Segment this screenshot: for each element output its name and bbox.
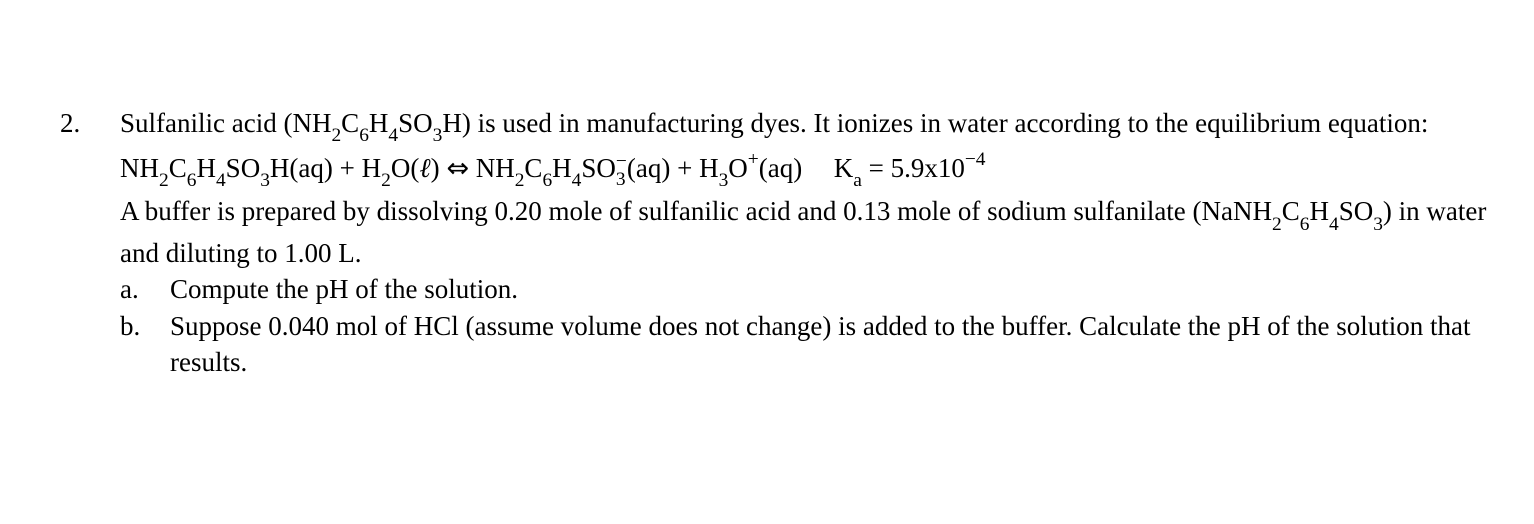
eq-sub: 6 — [542, 170, 552, 191]
sub-3: 3 — [433, 125, 443, 146]
eq-equals: = — [869, 153, 884, 183]
eq-rhs2-sup: + — [748, 149, 759, 170]
eq-lhs1a: NH — [120, 153, 159, 183]
eq-ka-sym: K — [834, 153, 854, 183]
part-b: b. Suppose 0.040 mol of HCl (assume volu… — [120, 308, 1504, 381]
eq-plus-2: + — [677, 153, 692, 183]
sub-4: 4 — [1329, 214, 1339, 235]
eq-sub: 2 — [515, 170, 525, 191]
eq-double-arrow: ⇔ — [446, 153, 469, 184]
eq-plus: + — [340, 153, 355, 183]
eq-sub: 2 — [381, 170, 391, 191]
buffer-seg-d: SO — [1339, 196, 1374, 226]
equilibrium-equation: NH2C6H4SO3H(aq) + H2O(ℓ) ⇔ NH2C6H4SO−3(a… — [120, 149, 1504, 192]
eq-lhs1d: SO — [226, 153, 261, 183]
eq-sub: 6 — [187, 170, 197, 191]
eq-ka-sub: a — [853, 170, 862, 191]
eq-rhs1c: H — [552, 153, 572, 183]
buffer-seg-c: H — [1309, 196, 1329, 226]
part-a-label: a. — [120, 271, 170, 307]
problem-2: 2. Sulfanilic acid (NH2C6H4SO3H) is used… — [0, 0, 1534, 381]
eq-lhs2c: ) — [431, 153, 440, 183]
eq-sub: 4 — [572, 170, 582, 191]
eq-rhs1-supsub: −3 — [616, 153, 627, 190]
eq-sub: 4 — [216, 170, 226, 191]
buffer-text: A buffer is prepared by dissolving 0.20 … — [120, 193, 1504, 271]
sub-2: 2 — [1272, 214, 1282, 235]
eq-rhs2a: H — [699, 153, 719, 183]
eq-lhs1e: H(aq) — [270, 153, 333, 183]
eq-rhs1-sub: 3 — [616, 171, 627, 189]
sub-2: 2 — [331, 125, 341, 146]
eq-rhs2b: O — [728, 153, 748, 183]
eq-sub: 3 — [260, 170, 270, 191]
sub-parts: a. Compute the pH of the solution. b. Su… — [120, 271, 1504, 380]
sub-6: 6 — [1300, 214, 1310, 235]
eq-rhs2c: (aq) — [759, 153, 802, 183]
problem-body: Sulfanilic acid (NH2C6H4SO3H) is used in… — [120, 105, 1504, 381]
part-a-text: Compute the pH of the solution. — [170, 271, 1504, 307]
intro-seg-d: SO — [398, 108, 433, 138]
intro-seg-a: Sulfanilic acid (NH — [120, 108, 331, 138]
intro-seg-e: H) is used in manufacturing dyes. It ion… — [442, 108, 1428, 138]
eq-sub: 3 — [719, 170, 729, 191]
eq-lhs2b: O( — [391, 153, 420, 183]
buffer-seg-a: A buffer is prepared by dissolving 0.20 … — [120, 196, 1272, 226]
intro-seg-b: C — [341, 108, 359, 138]
eq-lhs1b: C — [169, 153, 187, 183]
part-a: a. Compute the pH of the solution. — [120, 271, 1504, 307]
eq-sub: 2 — [159, 170, 169, 191]
intro-seg-c: H — [369, 108, 389, 138]
eq-ka-coef: 5.9x10 — [891, 153, 965, 183]
eq-rhs1e: (aq) — [627, 153, 670, 183]
sub-3: 3 — [1373, 214, 1383, 235]
eq-lhs2a: H — [362, 153, 382, 183]
eq-ell: ℓ — [419, 153, 430, 183]
eq-ka-exp: −4 — [965, 149, 986, 170]
eq-rhs1b: C — [524, 153, 542, 183]
sub-6: 6 — [359, 125, 369, 146]
part-b-label: b. — [120, 308, 170, 381]
sub-4: 4 — [388, 125, 398, 146]
eq-rhs1d: SO — [581, 153, 616, 183]
problem-number: 2. — [60, 105, 120, 381]
buffer-seg-b: C — [1282, 196, 1300, 226]
eq-lhs1c: H — [196, 153, 216, 183]
intro-text: Sulfanilic acid (NH2C6H4SO3H) is used in… — [120, 105, 1504, 147]
part-b-text: Suppose 0.040 mol of HCl (assume volume … — [170, 308, 1504, 381]
eq-rhs1a: NH — [476, 153, 515, 183]
